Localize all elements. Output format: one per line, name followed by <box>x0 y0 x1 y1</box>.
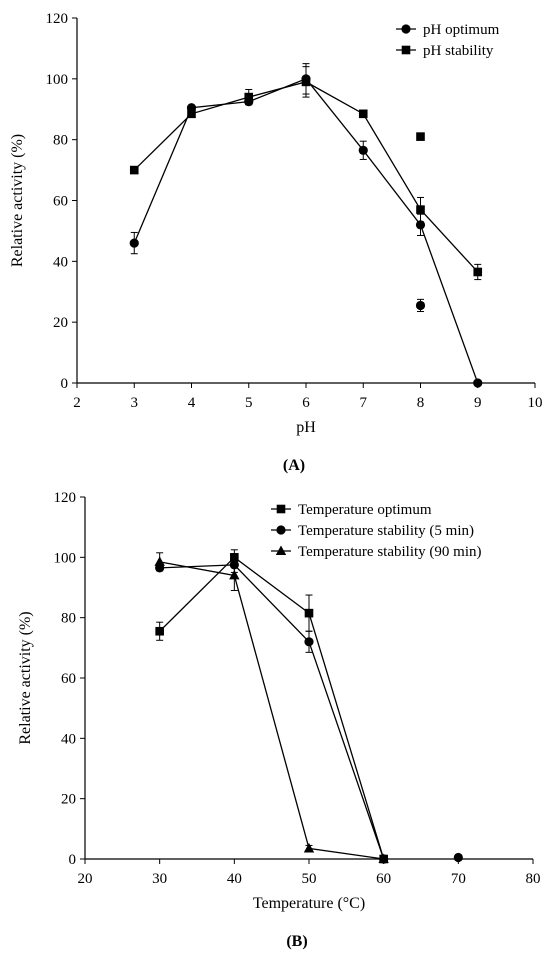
data-point <box>415 220 426 230</box>
legend-marker <box>275 545 287 555</box>
data-point <box>244 92 254 102</box>
x-tick-label: 40 <box>227 871 242 887</box>
x-axis-title: pH <box>296 419 316 436</box>
x-tick-label: 30 <box>152 871 167 887</box>
legend-marker <box>276 504 286 514</box>
data-point <box>473 378 483 388</box>
legend-label: Temperature stability (5 min) <box>298 523 474 539</box>
x-tick-label: 6 <box>302 395 310 411</box>
series-line <box>133 78 479 384</box>
data-point <box>303 842 315 853</box>
data-point <box>416 205 425 214</box>
y-tick-label: 20 <box>61 792 76 808</box>
y-tick-label: 60 <box>61 671 76 687</box>
x-tick-label: 50 <box>302 871 317 887</box>
data-point <box>129 165 139 175</box>
data-point <box>229 569 240 580</box>
legend-label: pH stability <box>423 43 494 59</box>
legend-marker <box>276 525 286 535</box>
y-tick-label: 40 <box>53 254 68 270</box>
data-point <box>453 852 463 863</box>
x-tick-label: 3 <box>131 395 139 411</box>
legend-label: Temperature stability (90 min) <box>298 544 481 560</box>
data-point <box>473 267 483 277</box>
x-tick-label: 9 <box>474 395 482 411</box>
data-point <box>155 626 164 636</box>
legend-marker <box>401 45 411 55</box>
y-tick-label: 100 <box>54 550 77 566</box>
x-tick-label: 4 <box>188 395 196 411</box>
y-axis-title: Relative activity (%) <box>17 611 34 744</box>
y-tick-label: 20 <box>53 315 68 331</box>
series-line <box>159 561 384 860</box>
y-tick-label: 80 <box>61 611 76 627</box>
y-tick-label: 60 <box>53 194 68 210</box>
legend-label: pH optimum <box>423 22 500 38</box>
x-tick-label: 20 <box>78 871 93 887</box>
legend: pH optimum pH stability <box>396 22 500 59</box>
y-tick-label: 0 <box>61 376 69 392</box>
panel-label: (A) <box>283 457 305 474</box>
x-tick-label: 7 <box>360 395 368 411</box>
data-point <box>187 109 196 119</box>
series-line <box>159 556 385 860</box>
x-tick-label: 2 <box>73 395 81 411</box>
y-tick-label: 120 <box>54 490 77 506</box>
chart-panel-a: 0 20 40 60 80 100 120 2 3 4 5 6 7 8 9 10 pH Relative acti… <box>9 11 543 474</box>
data-point <box>378 853 389 863</box>
data-point <box>304 637 314 647</box>
data-point <box>129 238 139 248</box>
x-axis-title: Temperature (°C) <box>253 895 365 912</box>
data-point <box>358 145 368 155</box>
y-axis-title: Relative activity (%) <box>9 134 26 267</box>
data-point <box>416 132 425 141</box>
legend-label: Temperature optimum <box>298 502 432 518</box>
y-tick-label: 0 <box>69 852 77 868</box>
x-tick-label: 8 <box>417 395 425 411</box>
x-tick-label: 70 <box>451 871 466 887</box>
x-tick-label: 5 <box>245 395 253 411</box>
y-tick-label: 40 <box>61 731 76 747</box>
legend-marker <box>401 24 411 34</box>
data-point <box>301 77 311 87</box>
series-line <box>159 564 385 860</box>
data-point <box>358 109 368 119</box>
data-point <box>415 300 426 311</box>
y-tick-label: 120 <box>46 11 69 27</box>
y-tick-label: 100 <box>46 72 69 88</box>
legend: Temperature optimum Temperature stability… <box>271 502 481 560</box>
data-point <box>304 608 314 618</box>
panel-label: (B) <box>286 933 307 950</box>
series-line <box>133 81 479 273</box>
data-point <box>154 556 165 566</box>
y-tick-label: 80 <box>53 133 68 149</box>
x-tick-label: 80 <box>526 871 541 887</box>
x-tick-label: 10 <box>528 395 543 411</box>
x-tick-label: 60 <box>376 871 391 887</box>
